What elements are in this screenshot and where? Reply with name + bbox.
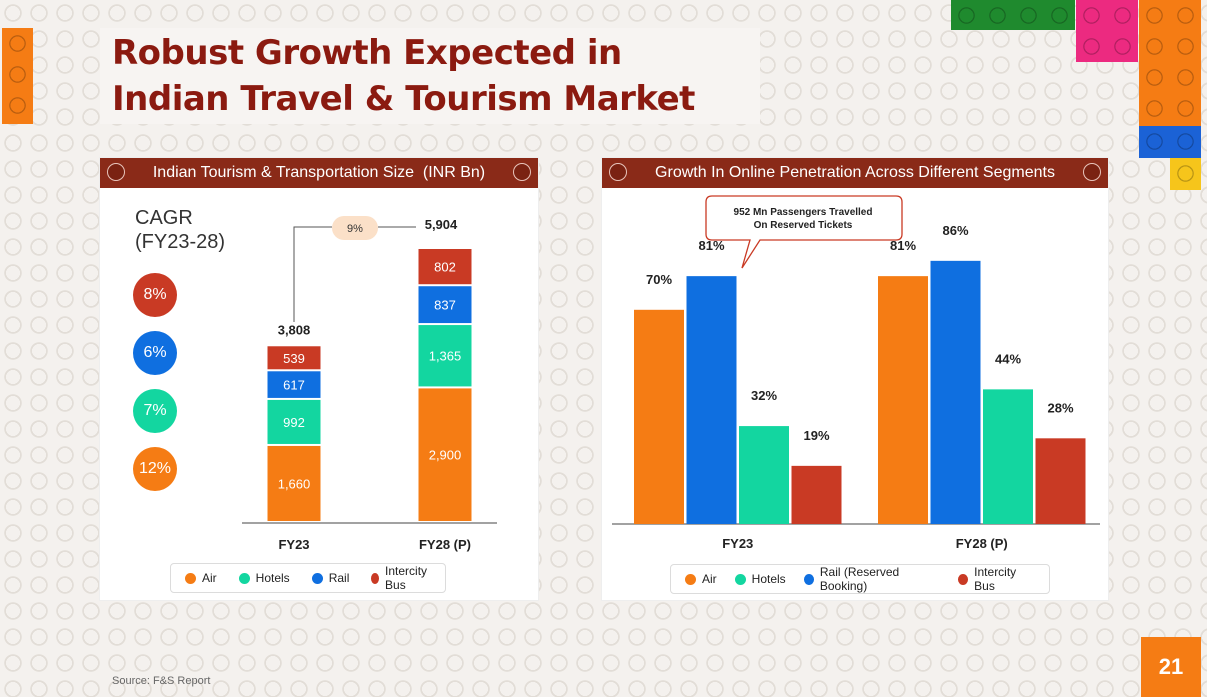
legend-item-bus: Intercity Bus xyxy=(371,564,431,592)
cagr-air-circle: 12% xyxy=(133,447,177,491)
header-circle-right-icon xyxy=(1083,163,1101,181)
legend-item-air: Air xyxy=(185,571,217,585)
header-circle-left-icon xyxy=(107,163,125,181)
page-number: 21 xyxy=(1141,637,1201,697)
group-bar-intercity-bus-fy28-p xyxy=(1035,438,1086,524)
group-value-label: 44% xyxy=(995,351,1021,366)
tourism-size-header: Indian Tourism & Transportation Size (IN… xyxy=(100,158,538,188)
stack-bar-hotels-fy28-p xyxy=(418,325,472,387)
decor-brick-orange-left xyxy=(2,28,33,124)
stack-bar-hotels-fy23 xyxy=(267,399,321,444)
air-dot-icon xyxy=(685,573,696,585)
group-bar-hotels-fy28-p xyxy=(983,389,1033,524)
stack-total-label: 5,904 xyxy=(425,217,458,232)
group-value-label: 70% xyxy=(646,272,672,287)
stack-value-label: 802 xyxy=(434,260,456,275)
stack-bar-intercity-bus-fy28-p xyxy=(418,249,472,285)
hotels-dot-icon xyxy=(238,572,250,584)
group-value-label: 28% xyxy=(1047,400,1073,415)
online-penetration-header: Growth In Online Penetration Across Diff… xyxy=(602,158,1108,188)
bus-dot-icon xyxy=(958,573,969,585)
stack-bar-rail-fy23 xyxy=(267,371,321,398)
decor-brick-blue xyxy=(1139,126,1201,158)
growth-badge xyxy=(332,216,378,240)
tourism-size-legend: Air Hotels Rail Intercity Bus xyxy=(170,563,446,593)
cagr-label-line2: (FY23-28) xyxy=(135,231,226,253)
legend-item-bus: Intercity Bus xyxy=(958,565,1035,593)
group-bar-intercity-bus-fy23 xyxy=(791,465,842,524)
cagr-hotels-circle: 7% xyxy=(133,389,177,433)
callout-line2: On Reserved Tickets xyxy=(754,220,853,231)
group-category-label: FY23 xyxy=(722,536,753,551)
stack-value-label: 617 xyxy=(283,378,305,393)
group-value-label: 81% xyxy=(698,238,724,253)
group-bar-air-fy23 xyxy=(634,309,684,524)
source-note: Source: F&S Report xyxy=(112,675,211,687)
group-value-label: 32% xyxy=(751,388,777,403)
cagr-bus-circle: 8% xyxy=(133,273,177,317)
group-category-label: FY28 (P) xyxy=(956,536,1008,551)
air-dot-icon xyxy=(185,572,196,584)
stack-bar-air-fy28-p xyxy=(418,388,472,521)
stack-category-label: FY23 xyxy=(278,537,309,552)
stack-bar-air-fy23 xyxy=(267,445,321,521)
cagr-label-line1: CAGR xyxy=(135,207,193,229)
legend-item-hotels: Hotels xyxy=(238,571,290,585)
stack-value-label: 2,900 xyxy=(429,448,462,463)
online-penetration-title: Growth In Online Penetration Across Diff… xyxy=(655,164,1055,181)
callout-line1: 952 Mn Passengers Travelled xyxy=(734,207,873,218)
stack-value-label: 1,365 xyxy=(429,349,462,364)
growth-badge-label: 9% xyxy=(347,223,363,235)
title-band xyxy=(100,28,760,124)
stack-category-label: FY28 (P) xyxy=(419,537,471,552)
legend-label-rail: Rail xyxy=(328,571,350,585)
cagr-rail-circle: 6% xyxy=(133,331,177,375)
legend-label-hotels: Hotels xyxy=(751,572,786,586)
decor-brick-pink xyxy=(1076,0,1138,62)
legend-item-rail: Rail xyxy=(311,571,350,585)
stack-value-label: 539 xyxy=(283,351,305,366)
stack-value-label: 992 xyxy=(283,415,305,430)
legend-item-hotels: Hotels xyxy=(734,572,786,586)
group-bar-air-fy28-p xyxy=(878,276,928,524)
group-value-label: 81% xyxy=(890,238,916,253)
legend-label-air: Air xyxy=(702,572,717,586)
header-circle-left-icon xyxy=(609,163,627,181)
legend-item-air: Air xyxy=(685,572,717,586)
callout-bubble xyxy=(705,195,903,269)
page-title: Robust Growth Expected in Indian Travel &… xyxy=(112,30,695,122)
stack-value-label: 1,660 xyxy=(278,476,311,491)
tourism-size-title: Indian Tourism & Transportation Size (IN… xyxy=(152,164,486,181)
stack-total-label: 3,808 xyxy=(278,322,311,337)
stack-bar-intercity-bus-fy23 xyxy=(267,346,321,370)
title-line-1: Robust Growth Expected in xyxy=(112,33,622,73)
growth-connector xyxy=(293,226,332,322)
rail-dot-icon xyxy=(311,572,323,584)
header-circle-right-icon xyxy=(513,163,531,181)
cagr-label: CAGR (FY23-28) xyxy=(135,206,225,254)
decor-brick-yellow xyxy=(1170,158,1201,190)
group-bar-rail-reserved-booking-fy23 xyxy=(686,276,737,524)
bus-dot-icon xyxy=(371,572,380,584)
legend-label-rail: Rail (Reserved Booking) xyxy=(819,565,900,593)
group-bar-rail-reserved-booking-fy28-p xyxy=(930,260,981,524)
group-value-label: 19% xyxy=(803,428,829,443)
legend-label-hotels: Hotels xyxy=(255,571,290,585)
legend-label-air: Air xyxy=(202,571,217,585)
title-line-2: Indian Travel & Tourism Market xyxy=(112,79,695,119)
group-value-label: 86% xyxy=(942,223,968,238)
decor-brick-green xyxy=(951,0,1075,30)
legend-label-bus: Intercity Bus xyxy=(385,564,428,592)
hotels-dot-icon xyxy=(734,573,746,585)
online-penetration-legend: Air Hotels Rail (Reserved Booking) Inter… xyxy=(670,564,1050,594)
legend-item-rail: Rail (Reserved Booking) xyxy=(803,565,940,593)
decor-brick-orange-right xyxy=(1139,0,1201,126)
stack-value-label: 837 xyxy=(434,298,456,313)
rail-dot-icon xyxy=(803,573,814,585)
stack-bar-rail-fy28-p xyxy=(418,286,472,324)
legend-label-bus: Intercity Bus xyxy=(974,565,1017,593)
group-bar-hotels-fy23 xyxy=(739,426,789,524)
